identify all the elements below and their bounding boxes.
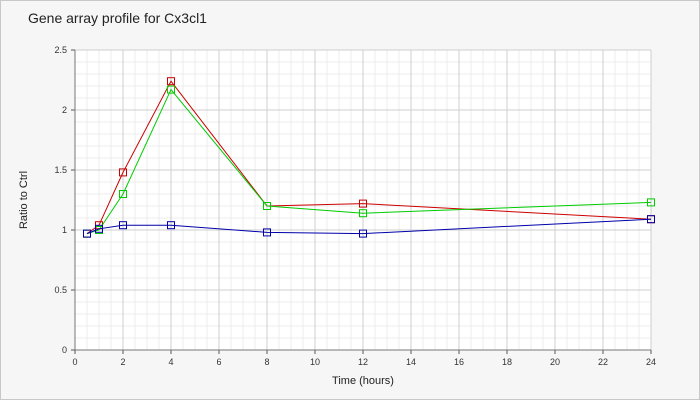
y-tick-label: 2	[62, 105, 67, 115]
data-point-marker	[119, 190, 127, 198]
y-axis-label: Ratio to Ctrl	[18, 171, 30, 229]
data-point-marker	[263, 202, 271, 210]
y-tick-label: 1.5	[54, 165, 67, 175]
data-point-marker	[647, 198, 655, 207]
series-line	[86, 218, 652, 235]
data-point-marker	[95, 224, 103, 233]
data-point-marker	[263, 228, 271, 237]
data-point-marker	[167, 85, 175, 94]
y-tick-label: 2.5	[54, 45, 67, 55]
x-tick-label: 14	[406, 357, 416, 367]
data-point-marker	[119, 221, 127, 230]
x-tick-label: 6	[216, 357, 221, 367]
y-tick-label: 1	[62, 225, 67, 235]
x-tick-label: 2	[120, 357, 125, 367]
x-tick-label: 24	[646, 357, 656, 367]
y-tick-label: 0.5	[54, 285, 67, 295]
data-point-marker	[359, 199, 367, 208]
series-group	[83, 77, 655, 238]
x-axis-label: Time (hours)	[332, 375, 394, 387]
data-point-marker	[119, 168, 127, 177]
x-tick-label: 16	[454, 357, 464, 367]
x-tick-label: 12	[358, 357, 368, 367]
series-line	[86, 88, 652, 235]
data-point-marker	[647, 215, 655, 224]
x-tick-label: 0	[72, 357, 77, 367]
data-point-marker	[83, 229, 91, 238]
data-point-marker	[359, 229, 367, 238]
x-tick-label: 10	[310, 357, 320, 367]
y-tick-label: 0	[62, 345, 67, 355]
data-point-marker	[167, 221, 175, 230]
data-point-marker	[167, 77, 175, 86]
x-tick-label: 8	[264, 357, 269, 367]
axes	[71, 49, 652, 354]
x-tick-label: 4	[168, 357, 173, 367]
y-tick-labels: 0 0.5 1 1.5 2 2.5	[54, 45, 67, 355]
data-point-marker	[359, 209, 367, 218]
series-3	[83, 215, 655, 238]
chart-title: Gene array profile for Cx3cl1	[28, 10, 207, 26]
x-tick-label: 18	[502, 357, 512, 367]
series-2	[83, 85, 655, 238]
x-tick-label: 20	[550, 357, 560, 367]
x-tick-label: 22	[598, 357, 608, 367]
x-tick-labels: 0 2 4 6 8 10 12 14 16 18 20 22 24	[72, 357, 656, 367]
